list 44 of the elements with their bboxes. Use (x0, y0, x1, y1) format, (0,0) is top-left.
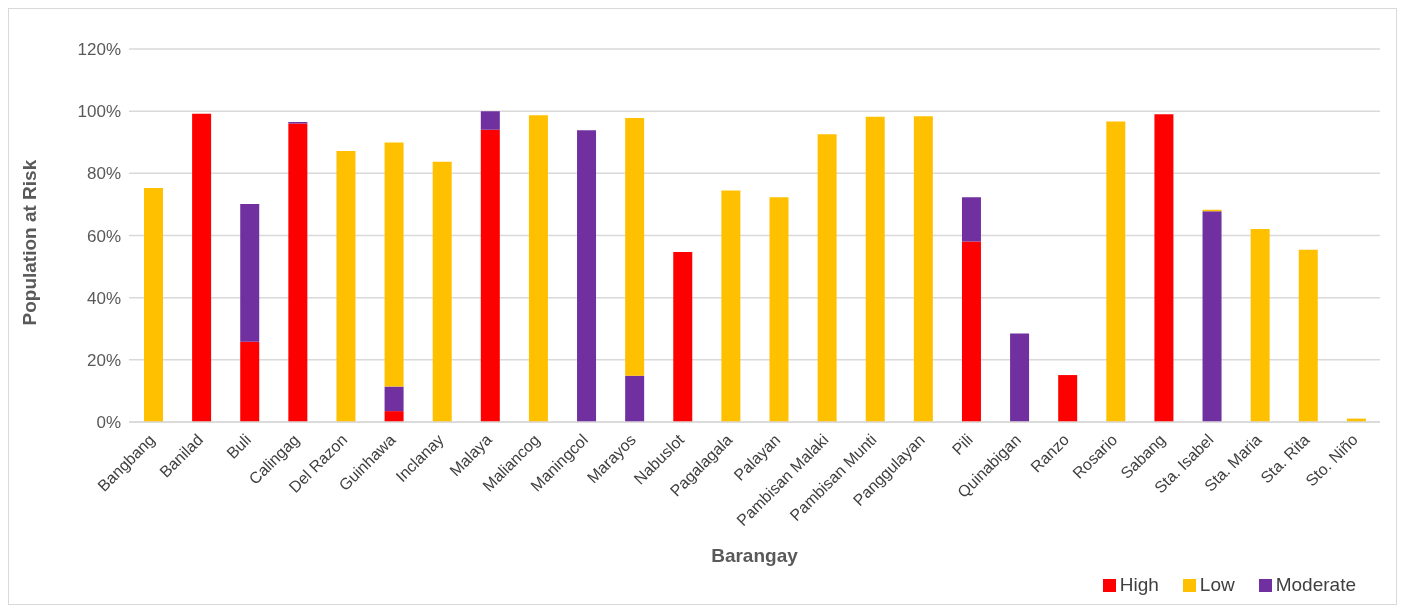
y-tick-label: 0% (96, 413, 121, 433)
y-tick-label: 40% (86, 288, 121, 308)
x-axis-title: Barangay (711, 545, 799, 566)
legend-label: Low (1199, 574, 1235, 595)
x-tick-label: Buli (223, 430, 255, 462)
bar (865, 116, 885, 422)
legend-label: Moderate (1275, 574, 1356, 595)
bar (288, 123, 308, 422)
bar (1202, 211, 1222, 422)
y-tick-label: 120% (77, 40, 121, 60)
y-axis-title: Population at Risk (18, 159, 40, 326)
bar (336, 150, 356, 422)
bar (384, 411, 404, 422)
bar (577, 130, 597, 422)
bar (625, 375, 645, 422)
legend-label: High (1119, 574, 1159, 595)
y-tick-label: 100% (77, 102, 121, 122)
bar (1250, 228, 1270, 422)
bar (1106, 121, 1126, 422)
bar (961, 197, 981, 242)
bar (432, 161, 452, 422)
bar (673, 251, 693, 422)
bar (528, 115, 548, 422)
bar (1298, 249, 1318, 422)
bar (384, 386, 404, 412)
y-tick-label: 80% (86, 164, 121, 184)
bar (1058, 375, 1078, 422)
bar (1010, 333, 1030, 422)
bar (913, 116, 933, 422)
bar (192, 113, 212, 422)
bar (817, 134, 837, 422)
bar (625, 118, 645, 376)
bar (480, 111, 500, 130)
bar (144, 187, 163, 422)
bar (240, 341, 260, 422)
bar (384, 142, 404, 387)
bar (480, 129, 500, 422)
bar (1154, 114, 1174, 422)
bar (769, 197, 789, 422)
y-tick-label: 20% (86, 350, 121, 370)
bar (961, 241, 981, 422)
y-tick-label: 60% (86, 226, 121, 246)
bar (721, 190, 741, 422)
bar (240, 204, 260, 342)
